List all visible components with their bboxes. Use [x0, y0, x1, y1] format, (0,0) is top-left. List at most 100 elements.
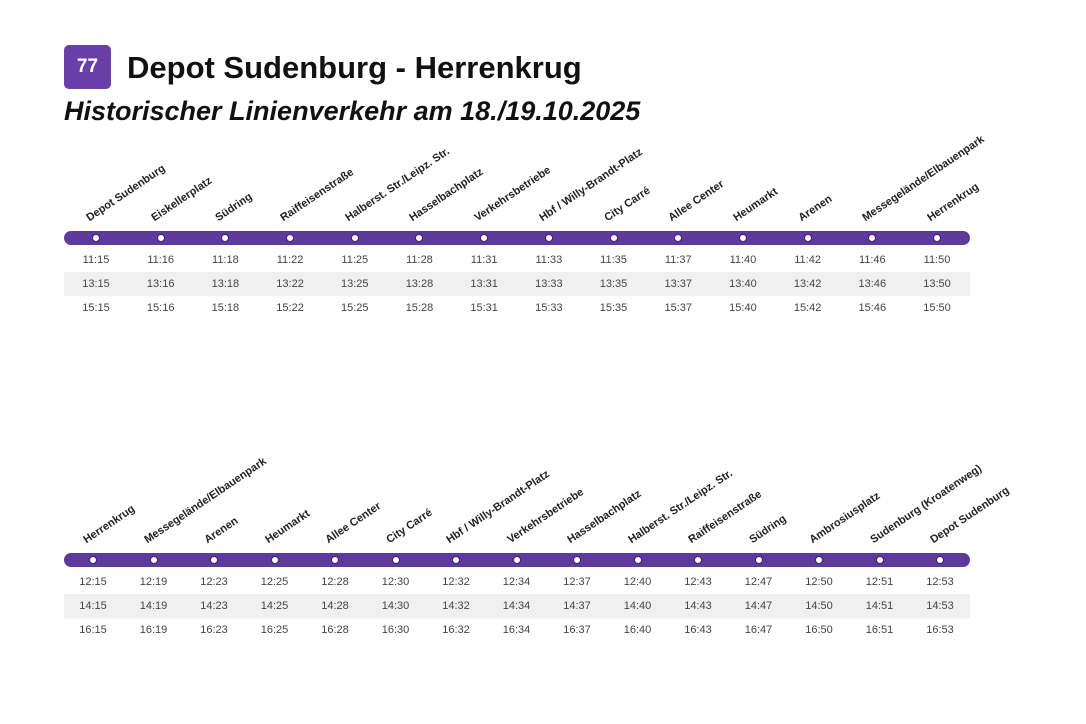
departure-time: 13:50 — [923, 278, 951, 290]
departure-time: 13:16 — [146, 278, 175, 290]
departure-time: 15:37 — [664, 302, 692, 314]
stop-marker — [803, 234, 812, 242]
departure-time: 16:53 — [926, 624, 954, 636]
departure-time: 13:35 — [599, 278, 628, 290]
stop-name: Messegelände/Elbauenpark — [141, 455, 269, 546]
departure-time: 16:19 — [139, 624, 168, 636]
departure-time: 15:42 — [793, 302, 822, 314]
stop-name: Hbf / Willy-Brandt-Platz — [444, 468, 552, 546]
stop-marker — [92, 234, 100, 242]
stop-marker — [415, 234, 424, 242]
departure-time: 12:25 — [260, 576, 289, 588]
departure-time: 14:51 — [865, 600, 894, 612]
departure-time: 12:23 — [200, 576, 228, 588]
stop-name: Halberst. Str./Leipz. Str. — [343, 145, 452, 224]
stop-name: Herrenkrug — [925, 180, 982, 224]
departure-time: 13:33 — [535, 278, 563, 290]
departure-time: 14:28 — [321, 600, 349, 612]
departure-time: 12:37 — [563, 576, 591, 588]
stop-marker — [221, 234, 230, 242]
route-line — [64, 231, 970, 245]
stop-name: City Carré — [383, 506, 435, 546]
departure-time: 11:18 — [212, 254, 239, 266]
departure-time: 11:37 — [664, 254, 692, 266]
departure-time: 14:47 — [744, 600, 773, 612]
stop-marker — [936, 556, 944, 564]
departure-time: 12:40 — [623, 576, 652, 588]
stop-marker — [875, 556, 884, 564]
departure-time: 14:37 — [563, 600, 591, 612]
stop-marker — [544, 234, 553, 242]
departure-time: 11:31 — [470, 254, 498, 266]
departure-time: 14:19 — [139, 600, 168, 612]
departure-time: 14:40 — [623, 600, 652, 612]
timetable-row: 16:15 16:19 16:23 16:25 16:28 16:30 16:32 16:34… — [64, 618, 970, 642]
stop-name: Hbf / Willy-Brandt-Platz — [537, 146, 645, 224]
stop-marker — [391, 556, 400, 564]
stop-marker — [350, 234, 359, 242]
departure-time: 12:51 — [865, 576, 894, 588]
stop-marker — [156, 234, 165, 242]
departure-time: 16:51 — [865, 624, 894, 636]
departure-time: 16:15 — [79, 624, 107, 636]
stop-marker — [609, 234, 618, 242]
stop-name: Sudenburg (Kroatenweg) — [867, 462, 984, 546]
departure-time: 12:50 — [805, 576, 833, 588]
departure-time: 14:15 — [79, 600, 107, 612]
departure-time: 11:46 — [858, 254, 886, 266]
departure-time: 15:35 — [599, 302, 628, 314]
stop-marker — [933, 234, 941, 242]
stop-name: Allee Center — [323, 500, 384, 546]
departure-time: 14:32 — [442, 600, 470, 612]
stop-marker — [480, 234, 489, 242]
departure-time: 11:15 — [82, 254, 110, 266]
departure-time: 16:28 — [321, 624, 349, 636]
stop-name: Halberst. Str./Leipz. Str. — [625, 467, 735, 546]
departure-time: 12:53 — [926, 576, 954, 588]
timetable-row: 11:15 11:16 11:18 11:22 11:25 11:28 11:31 11:33… — [64, 248, 970, 272]
departure-time: 16:37 — [563, 624, 591, 636]
departure-time: 16:25 — [260, 624, 289, 636]
departure-time: 13:46 — [858, 278, 887, 290]
departure-time: 11:50 — [923, 254, 951, 266]
stop-marker — [331, 556, 339, 564]
departure-time: 15:18 — [211, 302, 240, 314]
departure-time: 16:43 — [684, 624, 712, 636]
stop-name: Messegelände/Elbauenpark — [860, 133, 987, 224]
departure-time: 13:42 — [793, 278, 822, 290]
stop-name: Südring — [746, 512, 788, 546]
departure-time: 15:22 — [276, 302, 304, 314]
departure-time: 16:32 — [442, 624, 470, 636]
departure-time: 12:34 — [502, 576, 531, 588]
departure-time: 15:15 — [82, 302, 110, 314]
departure-time: 12:32 — [442, 576, 470, 588]
stop-marker — [270, 556, 279, 564]
departure-time: 11:25 — [341, 254, 369, 266]
departure-time: 16:23 — [200, 624, 228, 636]
stop-name: Arenen — [795, 192, 835, 224]
departure-time: 13:15 — [82, 278, 110, 290]
stop-name: City Carré — [601, 184, 653, 224]
departure-time: 13:37 — [664, 278, 692, 290]
departure-time: 13:28 — [405, 278, 434, 290]
departure-time: 15:46 — [858, 302, 887, 314]
departure-time: 13:18 — [211, 278, 240, 290]
stop-marker — [149, 556, 158, 564]
stop-name: Heumarkt — [731, 185, 780, 224]
departure-time: 12:47 — [744, 576, 773, 588]
departure-time: 12:19 — [139, 576, 168, 588]
departure-time: 16:30 — [381, 624, 410, 636]
departure-time: 11:28 — [406, 254, 433, 266]
departure-time: 11:16 — [147, 254, 175, 266]
departure-time: 15:40 — [729, 302, 757, 314]
stop-marker — [573, 556, 581, 564]
stop-name: Allee Center — [666, 178, 727, 224]
stop-name: Heumarkt — [262, 507, 312, 546]
departure-time: 13:31 — [470, 278, 498, 290]
stop-name: Südring — [213, 190, 255, 224]
departure-time: 11:35 — [600, 254, 627, 266]
departure-time: 15:25 — [341, 302, 369, 314]
departure-time: 14:43 — [684, 600, 712, 612]
departure-time: 12:15 — [79, 576, 107, 588]
stop-marker — [512, 556, 521, 564]
